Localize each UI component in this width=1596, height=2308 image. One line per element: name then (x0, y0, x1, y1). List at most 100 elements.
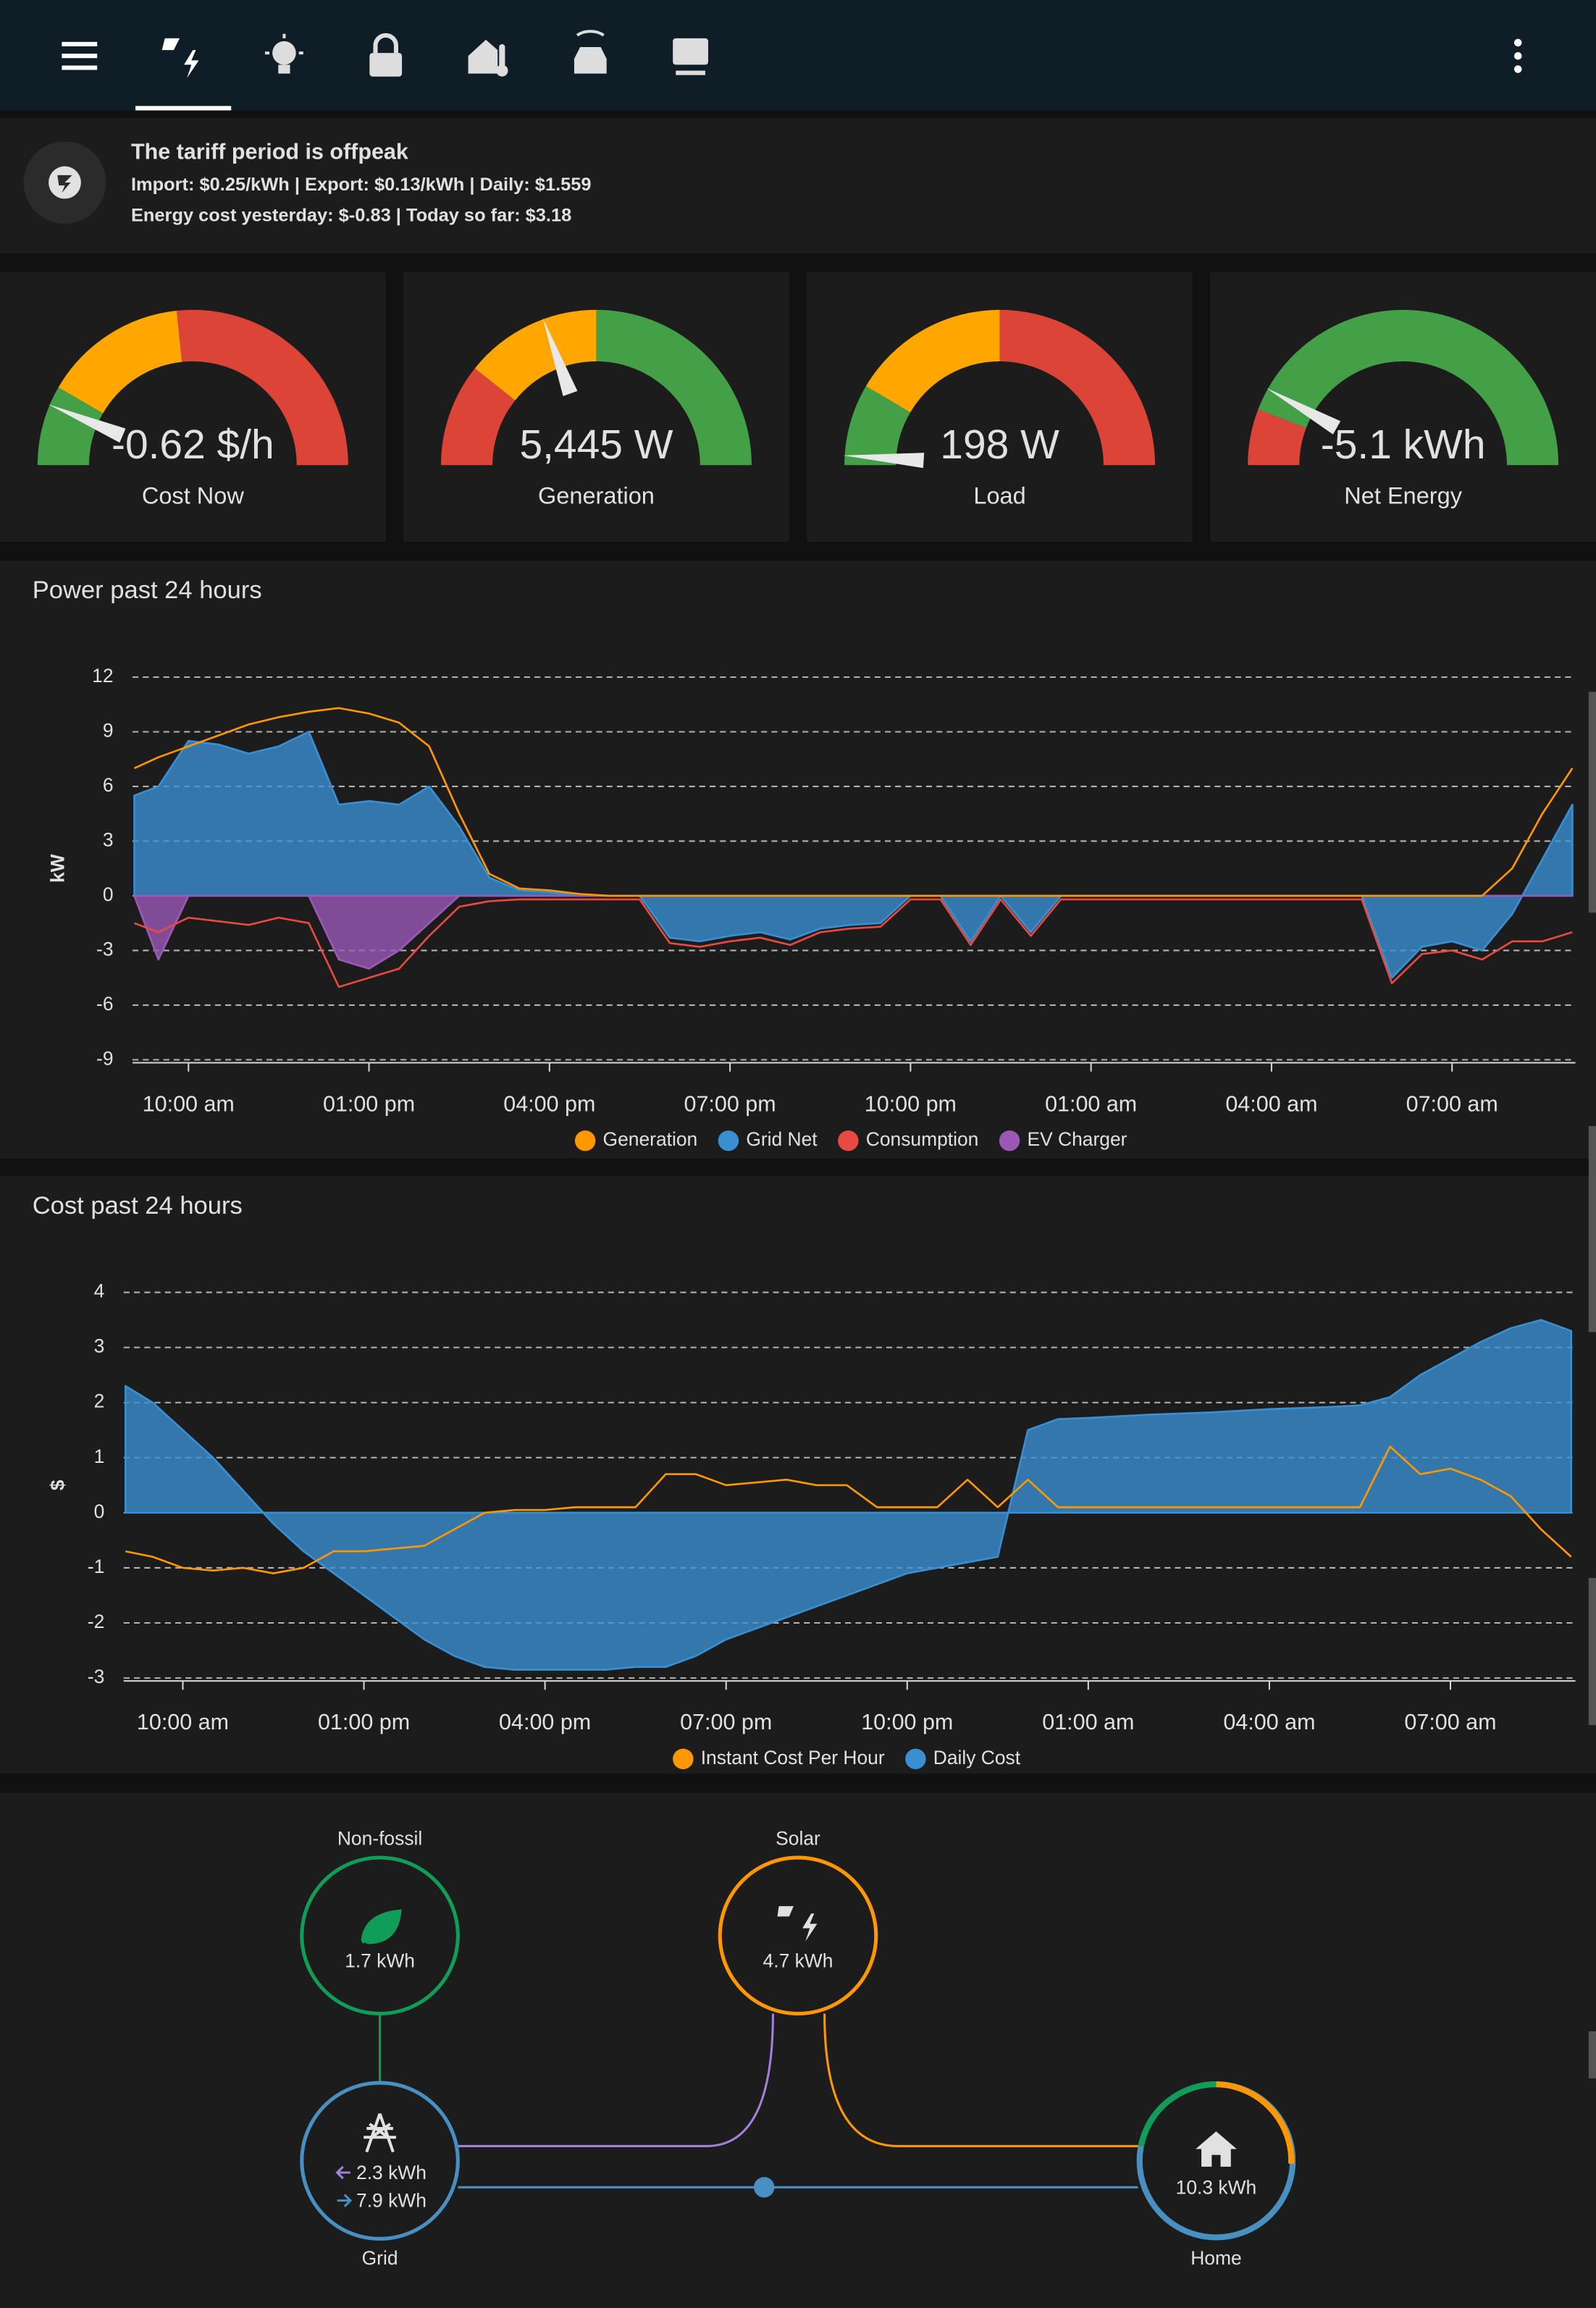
x-tick-label: 10:00 pm (865, 1091, 957, 1116)
legend-label: Grid Net (746, 1128, 818, 1150)
x-tick-label: 01:00 am (1045, 1091, 1137, 1116)
gauge-value: 198 W (940, 421, 1059, 468)
y-tick-label: 4 (94, 1280, 105, 1302)
node-solar[interactable] (718, 1855, 878, 2016)
tariff-title: The tariff period is offpeak (131, 139, 408, 164)
node-value: 4.7 kWh (763, 1950, 833, 1971)
tab-locks[interactable] (369, 33, 403, 77)
gauge-segment (1248, 409, 1307, 466)
y-tick-label: 3 (103, 828, 114, 850)
y-tick-label: 0 (103, 884, 114, 905)
y-tick-label: -2 (88, 1611, 104, 1632)
x-tick-label: 04:00 am (1223, 1710, 1315, 1734)
x-tick-label: 10:00 am (137, 1710, 229, 1734)
y-tick-label: 6 (103, 774, 114, 796)
tariff-icon (49, 166, 81, 199)
node-label: Non-fossil (337, 1828, 422, 1850)
x-tick-label: 01:00 pm (318, 1710, 410, 1734)
overflow-menu[interactable] (1513, 38, 1522, 73)
grid-export: 7.9 kWh (356, 2190, 427, 2212)
y-tick-label: 0 (94, 1501, 105, 1522)
y-tick-label: 2 (94, 1390, 105, 1412)
gauge-needle (48, 404, 126, 443)
gauge-segment (595, 309, 752, 466)
y-tick-label: -6 (96, 993, 113, 1015)
x-tick-label: 04:00 am (1225, 1091, 1317, 1116)
legend-label: Generation (603, 1128, 698, 1150)
y-tick-label: 9 (103, 719, 114, 741)
x-tick-label: 10:00 pm (861, 1710, 953, 1734)
gauge-segment (865, 309, 1001, 414)
x-tick-label: 10:00 am (143, 1091, 235, 1116)
export-arrow (337, 2194, 353, 2207)
tab-climate[interactable] (468, 39, 508, 77)
node-grid[interactable] (300, 2081, 460, 2241)
gauge-needle (1266, 388, 1341, 435)
flow-grid-solar (458, 2013, 774, 2147)
tower-icon (364, 2113, 396, 2153)
x-tick-label: 07:00 pm (684, 1091, 776, 1116)
solar-icon (777, 1906, 818, 1942)
gauge-name: Generation (538, 483, 655, 509)
x-tick-label: 04:00 pm (503, 1091, 595, 1116)
x-tick-label: 07:00 am (1406, 1091, 1498, 1116)
tariff-costs: Energy cost yesterday: $-0.83 | Today so… (131, 206, 571, 226)
x-tick-label: 01:00 am (1042, 1710, 1134, 1734)
tariff-rates: Import: $0.25/kWh | Export: $0.13/kWh | … (131, 175, 592, 195)
tab-system[interactable] (673, 38, 708, 75)
tab-energy[interactable] (135, 38, 232, 111)
x-tick-label: 07:00 am (1404, 1710, 1496, 1734)
y-tick-label: -1 (88, 1556, 104, 1577)
gauge-segment (1258, 309, 1559, 466)
y-tick-label: 1 (94, 1445, 105, 1467)
flow-dot (754, 2177, 775, 2198)
gauge-segment (440, 368, 516, 466)
legend: Instant Cost Per Hour Daily Cost (673, 1747, 1021, 1770)
tab-car[interactable] (574, 30, 607, 74)
gauge-segment (37, 387, 104, 466)
grid-import: 2.3 kWh (356, 2162, 427, 2183)
series-line (125, 1445, 1572, 1574)
series-area (133, 731, 1574, 979)
gauge-segment (58, 311, 183, 414)
toolbar (0, 0, 1596, 111)
legend-swatch (718, 1130, 739, 1151)
node-label: Solar (776, 1828, 820, 1850)
node-label: Home (1190, 2247, 1241, 2269)
legend-swatch (838, 1130, 859, 1151)
gauge-needle (843, 453, 925, 469)
gauge-value: 5,445 W (519, 421, 673, 468)
legend-label: Consumption (866, 1128, 979, 1150)
legend-swatch (999, 1130, 1020, 1151)
tab-lights[interactable] (264, 33, 303, 74)
gauge-needle (542, 317, 578, 397)
gauge-value: -0.62 $/h (112, 421, 274, 468)
flow-solar-home (823, 2013, 1138, 2147)
gauge-segment (176, 309, 348, 466)
y-axis-label: kW (46, 854, 68, 883)
legend-swatch (905, 1748, 926, 1770)
gauge-name: Load (973, 483, 1025, 509)
y-tick-label: -3 (96, 938, 113, 960)
series-area (124, 1319, 1573, 1671)
x-tick-label: 04:00 pm (499, 1710, 591, 1734)
gauge-name: Net Energy (1344, 483, 1462, 509)
y-axis-label: $ (46, 1480, 68, 1490)
home-ring-solar (1216, 2081, 1295, 2164)
y-tick-label: 3 (94, 1335, 105, 1357)
x-tick-label: 01:00 pm (323, 1091, 415, 1116)
y-tick-label: -3 (88, 1666, 104, 1687)
series-line (133, 707, 1574, 897)
y-tick-label: -9 (96, 1047, 113, 1069)
series-line (134, 898, 1573, 989)
tariff-card (0, 117, 1596, 253)
home-ring-nonfossil (1138, 2081, 1217, 2147)
leaf-icon (361, 1909, 402, 1944)
node-value: 10.3 kWh (1176, 2176, 1257, 2198)
import-arrow (335, 2165, 350, 2180)
energy-flow: Non-fossil 1.7 kWh Solar 4.7 kWh 2.3 kWh… (300, 1828, 1296, 2269)
chart-title: Cost past 24 hours (33, 1192, 243, 1220)
menu-button[interactable] (62, 41, 98, 70)
legend-swatch (574, 1130, 596, 1151)
